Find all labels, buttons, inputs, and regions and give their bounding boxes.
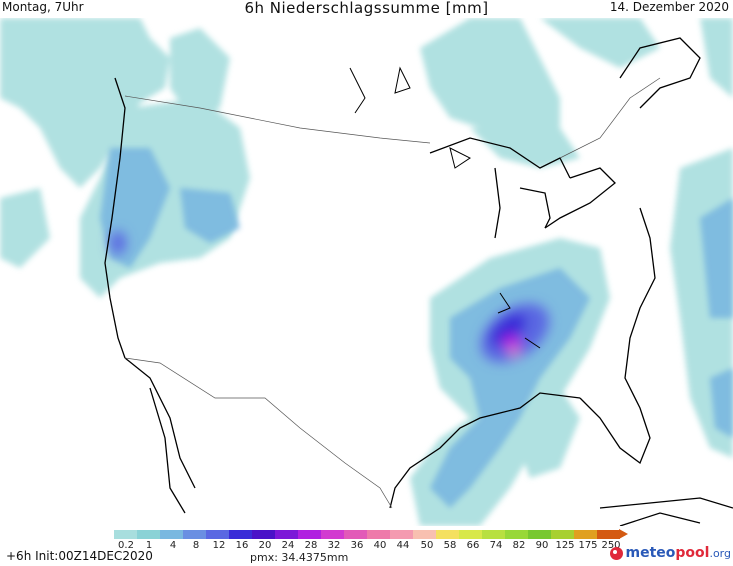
scale-label: 82 [512,540,526,551]
scale-label: 1 [145,540,153,551]
init-info: +6h Init:00Z14DEC2020 [6,549,153,563]
map-title: 6h Niederschlagssumme [mm] [244,0,489,17]
scale-label: 250 [601,540,621,551]
valid-time-label: Montag, 7Uhr [2,0,84,14]
moderate-precip-areas [100,148,733,508]
scale-label: 90 [535,540,549,551]
scale-label: 125 [555,540,575,551]
scale-label: 16 [235,540,249,551]
lakes [349,66,541,349]
scale-label: 8 [192,540,200,551]
precip-color-scale [114,530,620,539]
scale-label: 40 [373,540,387,551]
init-time: Init:00Z14DEC2020 [35,549,153,563]
scale-label: 20 [258,540,272,551]
brand-tld: .org [709,546,731,560]
country-borders [124,77,661,509]
scale-label: 4 [169,540,177,551]
scale-label: 36 [350,540,364,551]
scale-label: 50 [420,540,434,551]
scale-label: 28 [304,540,318,551]
forecast-hour: +6h [6,549,32,563]
scale-label: 58 [443,540,457,551]
scale-label: 66 [466,540,480,551]
coastlines [104,37,733,526]
scale-label: 0.2 [118,540,134,551]
meteopool-logo[interactable]: meteo pool .org [609,545,731,561]
scale-label: 24 [281,540,295,551]
precipitation-map [0,18,733,526]
date-label: 14. Dezember 2020 [609,0,729,14]
brand-suffix: pool [675,545,710,561]
brand-prefix: meteo [625,545,676,561]
pmx-value: pmx: 34.4375mm [250,551,349,564]
scale-label: 74 [489,540,503,551]
scale-labels: 0.2 1 4 8 12 16 20 24 28 32 36 40 44 50 … [114,540,621,552]
logo-dot-icon [609,546,623,560]
scale-label: 175 [578,540,598,551]
scale-label: 12 [212,540,226,551]
scale-label: 44 [396,540,410,551]
scale-label: 32 [327,540,341,551]
heavy-precip-core [110,231,550,363]
scale-arrow [619,529,628,539]
